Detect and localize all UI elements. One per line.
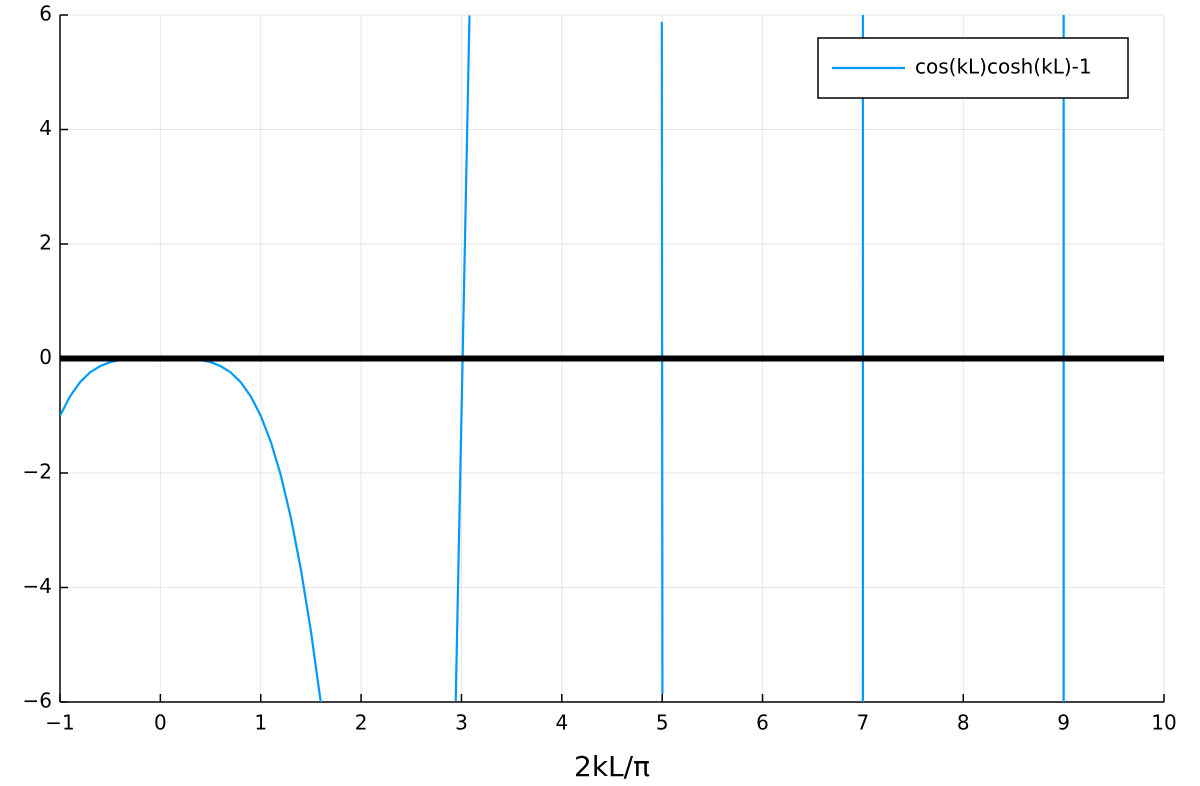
x-tick-label: 1 [254, 711, 267, 735]
x-tick-label: 6 [756, 711, 769, 735]
x-tick-label: 3 [455, 711, 468, 735]
legend-label: cos(kL)cosh(kL)-1 [915, 55, 1092, 79]
x-tick-label: 4 [555, 711, 568, 735]
y-tick-label: −6 [23, 689, 52, 713]
y-tick-label: 0 [39, 345, 52, 369]
x-axis-label: 2kL/π [574, 750, 650, 783]
x-tick-label: 2 [355, 711, 368, 735]
x-tick-label: −1 [45, 711, 74, 735]
x-tick-label: 8 [957, 711, 970, 735]
x-tick-label: 0 [154, 711, 167, 735]
x-tick-label: 10 [1151, 711, 1176, 735]
y-tick-label: 4 [39, 116, 52, 140]
x-tick-label: 9 [1057, 711, 1070, 735]
x-tick-label: 7 [857, 711, 870, 735]
y-tick-label: −4 [23, 574, 52, 598]
y-tick-label: 2 [39, 231, 52, 255]
x-tick-label: 5 [656, 711, 669, 735]
y-tick-label: −2 [23, 460, 52, 484]
y-tick-label: 6 [39, 2, 52, 26]
